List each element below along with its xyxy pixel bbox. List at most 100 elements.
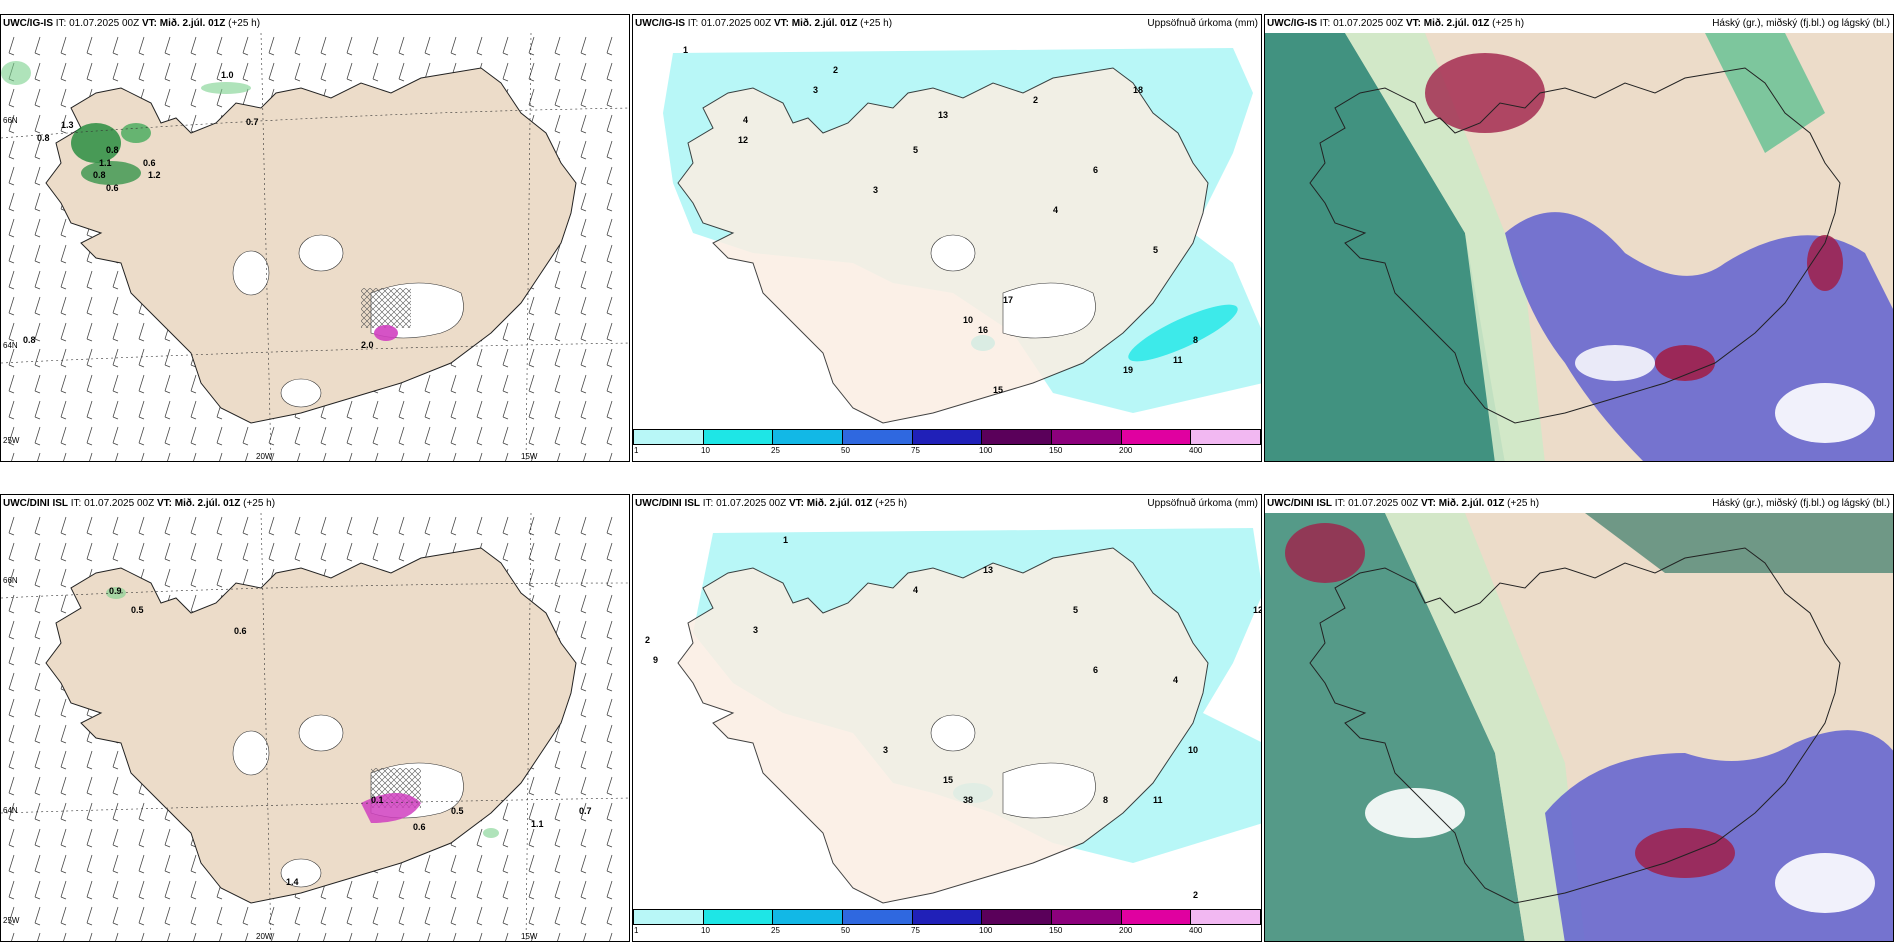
svg-text:1.2: 1.2 bbox=[148, 170, 161, 180]
svg-text:1.1: 1.1 bbox=[531, 819, 544, 829]
svg-text:0.1: 0.1 bbox=[371, 795, 384, 805]
panel-header: UWC/IG-IS IT: 01.07.2025 00Z VT: Mið. 2.… bbox=[1265, 15, 1893, 33]
svg-text:0.8: 0.8 bbox=[106, 145, 119, 155]
svg-text:0.9: 0.9 bbox=[109, 586, 122, 596]
colorbar-cell bbox=[1121, 910, 1192, 924]
valid-prefix: VT: bbox=[1420, 498, 1436, 509]
svg-text:11: 11 bbox=[1153, 795, 1163, 805]
graticule bbox=[1, 33, 629, 461]
svg-text:2: 2 bbox=[1193, 890, 1198, 900]
svg-text:1.4: 1.4 bbox=[286, 877, 299, 887]
panel-header: UWC/DINI ISL IT: 01.07.2025 00Z VT: Mið.… bbox=[1265, 495, 1893, 513]
svg-text:6: 6 bbox=[1093, 665, 1098, 675]
value-labels: 2 3 4 5 6 10 12 13 16 17 18 19 11 8 15 1… bbox=[683, 45, 1198, 395]
svg-text:0.7: 0.7 bbox=[579, 806, 592, 816]
colorbar-tick: 25 bbox=[771, 446, 780, 455]
colorbar-cells bbox=[633, 909, 1261, 925]
valid-prefix: VT: bbox=[788, 498, 804, 509]
svg-text:9: 9 bbox=[653, 655, 658, 665]
lead-time: (+25 h) bbox=[1507, 498, 1540, 509]
valid-time: Mið. 2.júl. 01Z bbox=[1423, 18, 1490, 29]
svg-text:11: 11 bbox=[1173, 355, 1183, 365]
colorbar-cell bbox=[1191, 910, 1261, 924]
colorbar-cell bbox=[773, 910, 844, 924]
svg-text:5: 5 bbox=[1073, 605, 1078, 615]
accum-precip-map: 1 2 3 4 5 6 8 9 10 11 12 13 15 38 2 3 4 bbox=[645, 528, 1262, 904]
svg-text:0.8: 0.8 bbox=[23, 335, 36, 345]
valid-time: Mið. 2.júl. 01Z bbox=[1438, 498, 1505, 509]
svg-text:0.8: 0.8 bbox=[37, 133, 50, 143]
svg-text:12: 12 bbox=[738, 135, 748, 145]
svg-text:0.6: 0.6 bbox=[143, 158, 156, 168]
cloud-map bbox=[1265, 513, 1893, 941]
colorbar-ticks: 1 10 25 50 75 100 150 200 400 bbox=[633, 446, 1261, 456]
colorbar-tick: 400 bbox=[1189, 926, 1203, 935]
svg-text:4: 4 bbox=[743, 115, 748, 125]
svg-text:16: 16 bbox=[978, 325, 988, 335]
colorbar-tick: 150 bbox=[1049, 446, 1063, 455]
lead-time: (+25 h) bbox=[875, 498, 908, 509]
valid-time: Mið. 2.júl. 01Z bbox=[159, 18, 226, 29]
cloud-title: Háský (gr.), miðský (fj.bl.) og lágský (… bbox=[1712, 18, 1890, 29]
valid-prefix: VT: bbox=[141, 18, 157, 29]
cloud-map bbox=[1265, 33, 1893, 461]
model-name: UWC/IG-IS bbox=[635, 18, 685, 29]
lon-20-label: 20W bbox=[256, 932, 273, 941]
svg-text:2: 2 bbox=[645, 635, 650, 645]
svg-text:3: 3 bbox=[753, 625, 758, 635]
panel-header: UWC/DINI ISL IT: 01.07.2025 00Z VT: Mið.… bbox=[633, 495, 1261, 513]
panel-header: UWC/IG-IS IT: 01.07.2025 00Z VT: Mið. 2.… bbox=[1, 15, 629, 33]
svg-text:3: 3 bbox=[813, 85, 818, 95]
colorbar-cell bbox=[982, 430, 1053, 444]
svg-text:19: 19 bbox=[1123, 365, 1133, 375]
precip-shading bbox=[1, 61, 398, 341]
accum-precip-map: 2 3 4 5 6 10 12 13 16 17 18 19 11 8 15 1… bbox=[663, 45, 1261, 424]
colorbar-tick: 75 bbox=[911, 926, 920, 935]
colorbar-cell bbox=[1052, 430, 1122, 444]
colorbar-tick: 10 bbox=[701, 926, 710, 935]
svg-text:0.5: 0.5 bbox=[451, 806, 464, 816]
wind-map: 0.9 0.5 0.6 1.4 0.6 0.5 1.1 0.7 0.1 20W … bbox=[1, 513, 629, 941]
svg-text:3: 3 bbox=[883, 745, 888, 755]
svg-text:38: 38 bbox=[963, 795, 973, 805]
colorbar-tick: 200 bbox=[1119, 446, 1133, 455]
svg-text:0.8: 0.8 bbox=[93, 170, 106, 180]
colorbar-cell bbox=[634, 430, 704, 444]
lead-time: (+25 h) bbox=[1492, 18, 1525, 29]
valid-prefix: VT: bbox=[773, 18, 789, 29]
lon-20-label: 20W bbox=[256, 452, 273, 461]
lon-25-label: 25W bbox=[3, 916, 20, 925]
cloud-title: Háský (gr.), miðský (fj.bl.) og lágský (… bbox=[1712, 498, 1890, 509]
precip-shading bbox=[106, 587, 499, 838]
iceland-land bbox=[677, 547, 1209, 904]
value-labels: 1.0 0.8 1.3 0.7 0.8 1.1 0.8 0.6 1.2 0.8 … bbox=[23, 70, 374, 350]
svg-text:15: 15 bbox=[943, 775, 953, 785]
svg-text:1.3: 1.3 bbox=[61, 120, 74, 130]
lead-time: (+25 h) bbox=[860, 18, 893, 29]
value-labels: 1 2 3 4 5 6 8 9 10 11 12 13 15 38 2 3 4 bbox=[645, 535, 1262, 900]
colorbar-tick: 75 bbox=[911, 446, 920, 455]
colorbar-cell bbox=[773, 430, 844, 444]
colorbar-cell bbox=[703, 430, 774, 444]
colorbar-cell bbox=[912, 430, 983, 444]
svg-text:1.0: 1.0 bbox=[221, 70, 234, 80]
lon-15-label: 15W bbox=[521, 932, 538, 941]
init-time: IT: 01.07.2025 00Z bbox=[55, 18, 140, 29]
init-time: IT: 01.07.2025 00Z bbox=[702, 498, 787, 509]
svg-text:0.7: 0.7 bbox=[246, 117, 259, 127]
colorbar-cell bbox=[1052, 910, 1122, 924]
svg-text:12: 12 bbox=[1253, 605, 1262, 615]
svg-text:4: 4 bbox=[1173, 675, 1178, 685]
colorbar-tick: 100 bbox=[979, 926, 993, 935]
cloud-shading bbox=[1265, 513, 1893, 941]
colorbar-tick: 200 bbox=[1119, 926, 1133, 935]
svg-text:2.0: 2.0 bbox=[361, 340, 374, 350]
wind-map: 1.0 0.8 1.3 0.7 0.8 1.1 0.8 0.6 1.2 0.8 … bbox=[1, 33, 629, 461]
lat-64-label: 64N bbox=[3, 806, 18, 815]
panel-accum-precip-bottom: UWC/DINI ISL IT: 01.07.2025 00Z VT: Mið.… bbox=[632, 494, 1262, 942]
svg-text:15: 15 bbox=[993, 385, 1003, 395]
svg-text:1: 1 bbox=[683, 45, 688, 55]
init-time: IT: 01.07.2025 00Z bbox=[1334, 498, 1419, 509]
colorbar-cell bbox=[1191, 430, 1261, 444]
init-time: IT: 01.07.2025 00Z bbox=[70, 498, 155, 509]
